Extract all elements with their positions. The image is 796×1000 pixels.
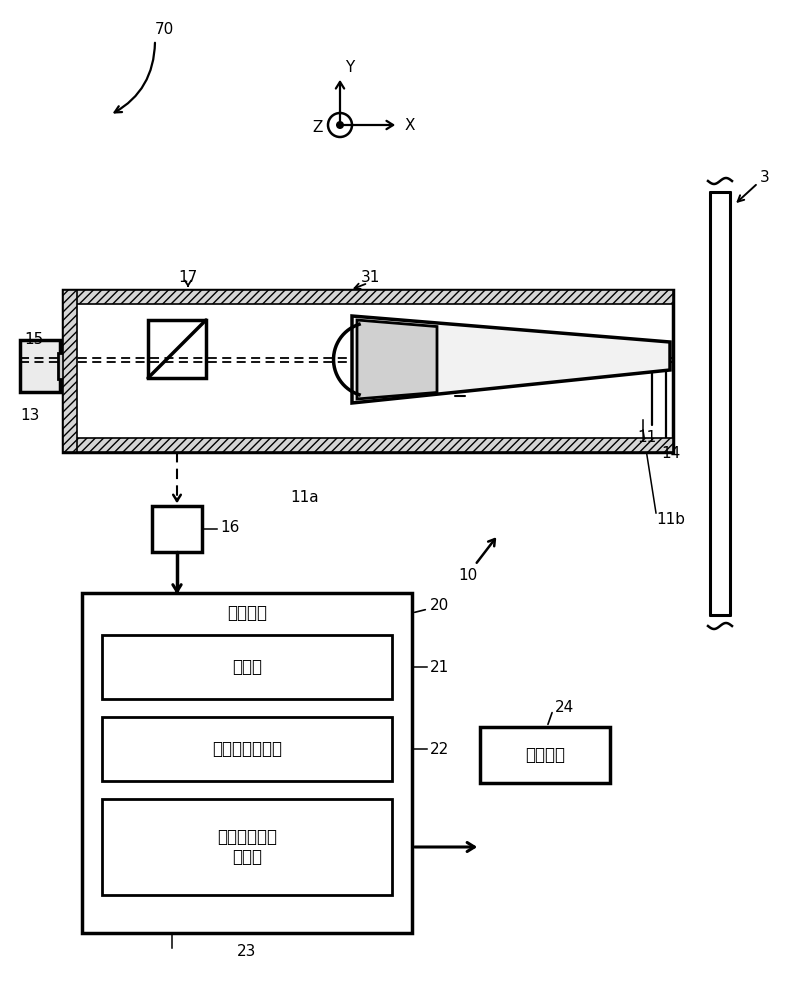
Polygon shape: [357, 320, 437, 399]
Text: 13: 13: [20, 408, 39, 422]
FancyArrowPatch shape: [415, 610, 425, 612]
FancyArrowPatch shape: [548, 713, 552, 724]
Text: 表面电位测定
数据库: 表面电位测定 数据库: [217, 828, 277, 866]
FancyArrowPatch shape: [738, 185, 756, 202]
Bar: [102, 717, 392, 781]
Text: 21: 21: [430, 660, 449, 674]
Text: 10: 10: [458, 568, 478, 584]
Text: 11b: 11b: [656, 512, 685, 528]
Polygon shape: [352, 316, 670, 403]
Text: 22: 22: [430, 742, 449, 756]
Bar: [148, 320, 206, 378]
Bar: [63, 438, 673, 452]
FancyArrowPatch shape: [115, 43, 155, 112]
Text: 15: 15: [25, 332, 44, 348]
Text: 运算部: 运算部: [232, 658, 262, 676]
Text: 20: 20: [430, 597, 449, 612]
Bar: [58, 353, 72, 379]
Text: 16: 16: [220, 520, 240, 536]
Text: 电压校正数据库: 电压校正数据库: [212, 740, 282, 758]
Text: 17: 17: [178, 270, 197, 286]
Bar: [20, 340, 60, 392]
Text: 23: 23: [237, 944, 256, 958]
Text: 11: 11: [638, 430, 657, 446]
Text: Z: Z: [313, 119, 323, 134]
Bar: [63, 290, 77, 452]
Bar: [152, 506, 202, 552]
Text: 14: 14: [661, 446, 681, 460]
Text: X: X: [404, 118, 416, 133]
Text: 70: 70: [155, 22, 174, 37]
Bar: [102, 799, 392, 895]
Bar: [480, 727, 610, 783]
Bar: [82, 593, 412, 933]
Text: 运算装置: 运算装置: [227, 604, 267, 622]
Text: 3: 3: [760, 170, 770, 186]
FancyArrowPatch shape: [354, 284, 365, 289]
Bar: [63, 290, 673, 304]
Text: Y: Y: [345, 60, 355, 75]
Text: 输出装置: 输出装置: [525, 746, 565, 764]
Text: 24: 24: [555, 700, 574, 714]
Bar: [63, 290, 673, 452]
Text: 11a: 11a: [290, 490, 318, 506]
Text: 31: 31: [361, 270, 380, 286]
Bar: [102, 635, 392, 699]
Circle shape: [336, 121, 344, 129]
